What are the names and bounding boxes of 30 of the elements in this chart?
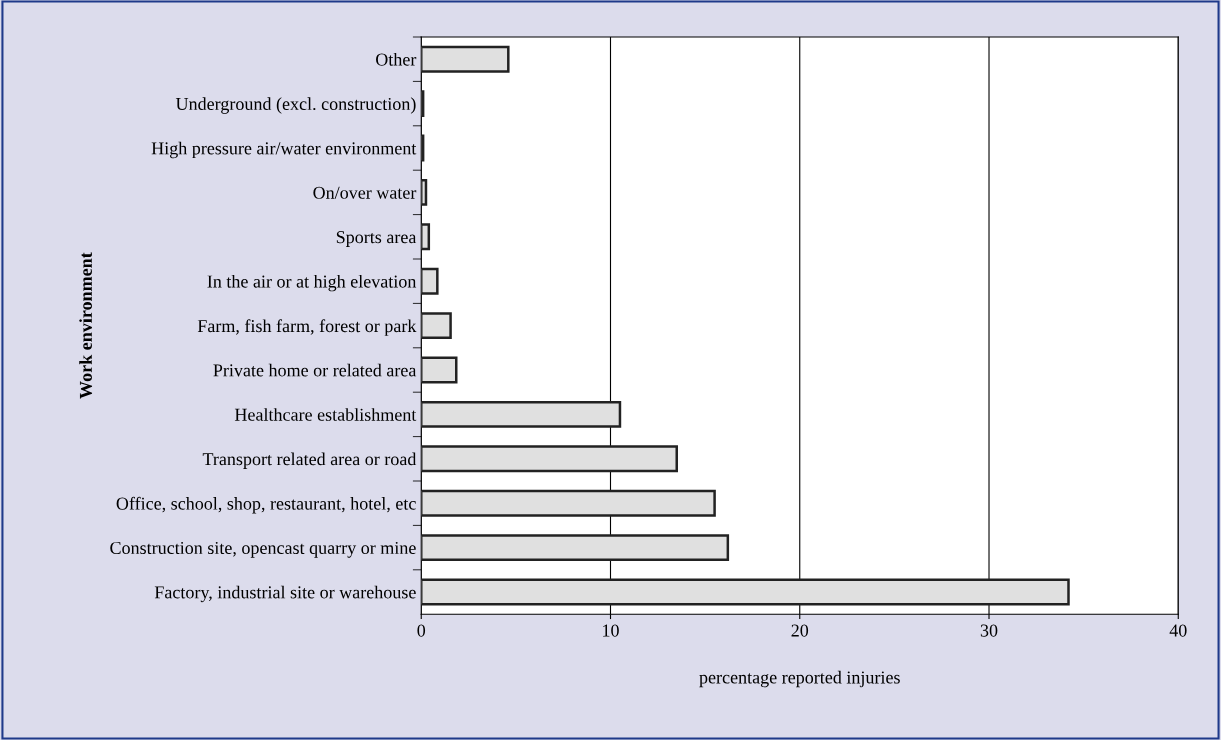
bar — [421, 267, 439, 295]
y-tick-label: Underground (excl. construction) — [175, 97, 416, 114]
x-tick-label: 0 — [417, 624, 426, 637]
bar — [421, 356, 458, 384]
y-tick-label: High pressure air/water environment — [151, 141, 417, 159]
bar — [421, 534, 730, 562]
y-tick-label: Transport related area or road — [202, 452, 417, 469]
x-tick-label: 20 — [791, 624, 809, 637]
bar — [421, 400, 622, 428]
x-tick-label: 40 — [1169, 624, 1187, 637]
bar — [421, 45, 510, 73]
bar — [421, 312, 452, 340]
y-tick-label: Factory, industrial site or warehouse — [154, 585, 416, 603]
x-tick-label: 30 — [980, 624, 998, 637]
y-tick-label: Construction site, opencast quarry or mine — [110, 541, 416, 558]
y-tick-label: Office, school, shop, restaurant, hotel, etc — [116, 496, 416, 514]
x-axis-title: percentage reported injuries — [699, 670, 900, 688]
y-tick-label: Healthcare establishment — [234, 408, 417, 421]
y-tick-label: In the air or at high elevation — [207, 274, 417, 292]
x-tick-label: 10 — [603, 624, 619, 637]
bar — [421, 578, 1070, 606]
y-tick-label: Private home or related area — [213, 363, 417, 377]
bar — [421, 445, 678, 473]
bar — [421, 489, 716, 517]
y-tick-label: Farm, fish farm, forest or park — [197, 319, 417, 336]
bar — [421, 223, 431, 251]
y-tick-label: Other — [376, 52, 417, 66]
y-axis-title: Work environment — [79, 252, 93, 399]
y-tick-label: On/over water — [313, 186, 417, 199]
y-tick-label: Sports area — [336, 231, 417, 247]
